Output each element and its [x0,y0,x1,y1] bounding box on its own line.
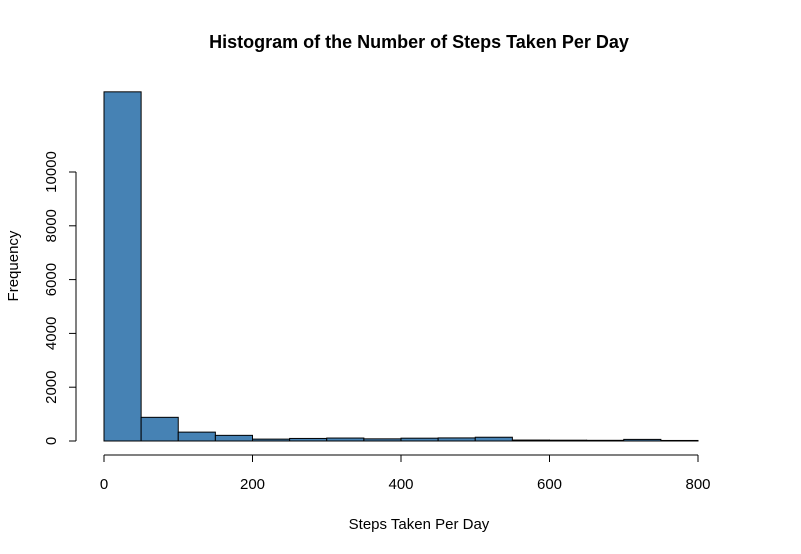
x-ticks-group: 0 200 400 600 800 [100,455,711,493]
histogram-bar [511,439,550,442]
x-tick-label: 600 [537,476,562,493]
y-axis-label: Frequency [5,230,22,301]
x-tick-label: 400 [388,476,413,493]
histogram-bar [549,439,588,442]
histogram-bar [177,431,216,442]
x-tick-label: 200 [240,476,265,493]
y-tick-label: 10000 [43,151,60,193]
y-tick-label: 6000 [43,263,60,296]
histogram-bar [660,439,699,442]
histogram-bar [214,434,253,442]
y-tick-label: 4000 [43,317,60,350]
histogram-bar [363,438,402,442]
y-tick-label: 2000 [43,371,60,404]
y-tick-label: 8000 [43,209,60,242]
y-tick-label: 0 [43,437,60,445]
histogram-bar [400,437,439,442]
y-ticks-group: 0 2000 4000 6000 8000 10000 [43,151,76,445]
x-tick-label: 800 [685,476,710,493]
histogram-bar [474,436,513,442]
histogram-bar [289,437,328,442]
histogram-bar [103,91,142,442]
histogram-bar [586,439,625,442]
histogram-bar [623,438,662,442]
x-axis-label: Steps Taken Per Day [349,516,490,533]
histogram-bar [252,438,291,442]
x-tick-label: 0 [100,476,108,493]
histogram-bar [437,437,476,442]
histogram-bar [140,416,179,442]
chart-title: Histogram of the Number of Steps Taken P… [209,32,629,52]
histogram-bar [326,437,365,442]
bars-group [103,91,699,442]
